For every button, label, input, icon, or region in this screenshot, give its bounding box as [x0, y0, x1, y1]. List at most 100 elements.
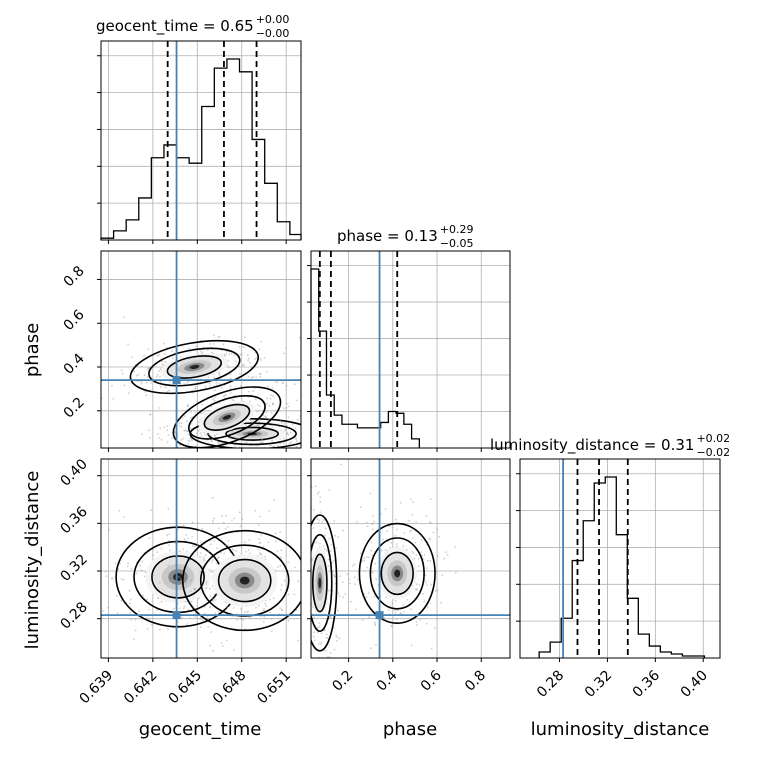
- tick-label-y-luminosity_distance: 0.36: [57, 504, 90, 537]
- sample-point: [199, 570, 202, 573]
- y-axis-label-luminosity-distance: luminosity_distance: [22, 471, 43, 650]
- sample-point: [295, 399, 298, 402]
- sample-point: [247, 359, 250, 362]
- sample-point: [128, 590, 131, 592]
- sample-point: [147, 429, 150, 432]
- sample-point: [271, 617, 273, 620]
- sample-point: [411, 513, 414, 516]
- sample-point: [265, 416, 268, 419]
- contour-line: [311, 514, 338, 652]
- sample-point: [141, 433, 143, 436]
- sample-point: [144, 390, 147, 393]
- sample-point: [342, 529, 344, 532]
- sample-point: [198, 597, 200, 600]
- sample-point: [191, 389, 194, 392]
- sample-point: [337, 592, 340, 595]
- sample-point: [160, 438, 163, 441]
- sample-point: [244, 336, 246, 339]
- sample-point: [283, 352, 285, 355]
- sample-point: [204, 386, 207, 388]
- sample-point: [168, 544, 171, 547]
- sample-point: [325, 636, 328, 639]
- sample-point: [117, 568, 120, 570]
- sample-point: [295, 449, 297, 451]
- sample-point: [207, 433, 210, 436]
- sample-point: [329, 550, 332, 552]
- sample-point: [243, 450, 245, 452]
- sample-point: [317, 491, 320, 494]
- sample-point: [411, 550, 414, 553]
- sample-point: [168, 389, 171, 392]
- tick-label-x-luminosity_distance: 0.40: [678, 668, 711, 701]
- sample-point: [112, 398, 115, 400]
- sample-point: [228, 437, 231, 439]
- sample-point: [135, 374, 138, 377]
- sample-point: [107, 606, 109, 609]
- sample-point: [306, 435, 308, 437]
- sample-point: [353, 576, 356, 579]
- sample-point: [159, 375, 161, 378]
- sample-point: [216, 547, 218, 549]
- sample-point: [258, 604, 260, 607]
- sample-point: [213, 376, 216, 379]
- sample-point: [159, 381, 162, 384]
- sample-point: [120, 600, 123, 602]
- tick-label-y-luminosity_distance: 0.40: [57, 456, 90, 489]
- sample-point: [207, 376, 210, 379]
- sample-point: [328, 489, 331, 491]
- sample-point: [260, 534, 263, 536]
- sample-point: [178, 550, 181, 553]
- sample-point: [146, 368, 149, 371]
- sample-point: [313, 635, 315, 638]
- panel-frame: [519, 458, 721, 659]
- sample-point: [122, 579, 125, 581]
- sample-point: [325, 549, 328, 552]
- sample-point: [259, 372, 262, 375]
- sample-point: [293, 383, 296, 386]
- sample-point: [238, 511, 241, 514]
- sample-point: [320, 641, 323, 644]
- sample-point: [170, 437, 173, 439]
- sample-point: [270, 394, 273, 397]
- sample-point: [277, 423, 279, 425]
- sample-point: [374, 562, 377, 565]
- sample-point: [353, 563, 356, 566]
- sample-point: [197, 430, 200, 432]
- sample-point: [338, 637, 341, 640]
- sample-point: [259, 357, 262, 360]
- sample-point: [199, 555, 202, 558]
- sample-point: [311, 602, 313, 605]
- sample-point: [225, 544, 227, 547]
- sample-point: [384, 549, 387, 552]
- sample-point: [205, 581, 208, 583]
- sample-point: [454, 546, 457, 548]
- sample-point: [244, 628, 247, 630]
- sample-point: [258, 538, 261, 541]
- sample-point: [232, 607, 235, 609]
- sample-point: [408, 519, 410, 522]
- sample-point: [156, 354, 159, 357]
- sample-point: [273, 445, 276, 448]
- sample-point: [191, 535, 194, 538]
- sample-point: [305, 635, 307, 637]
- sample-point: [222, 343, 225, 346]
- panel-frame: [310, 458, 511, 659]
- sample-point: [219, 449, 221, 451]
- sample-point: [283, 442, 285, 445]
- sample-point: [180, 422, 183, 424]
- sample-point: [240, 546, 243, 548]
- sample-point: [306, 608, 308, 610]
- sample-point: [256, 410, 259, 413]
- sample-point: [220, 551, 222, 554]
- sample-point: [159, 386, 162, 388]
- sample-point: [141, 560, 144, 563]
- sample-point: [229, 387, 232, 390]
- sample-point: [211, 559, 214, 561]
- sample-point: [177, 620, 179, 623]
- sample-point: [184, 600, 187, 603]
- sample-point: [316, 627, 319, 629]
- sample-point: [268, 418, 270, 421]
- sample-point: [415, 621, 418, 623]
- sample-point: [259, 552, 261, 554]
- sample-point: [163, 342, 166, 345]
